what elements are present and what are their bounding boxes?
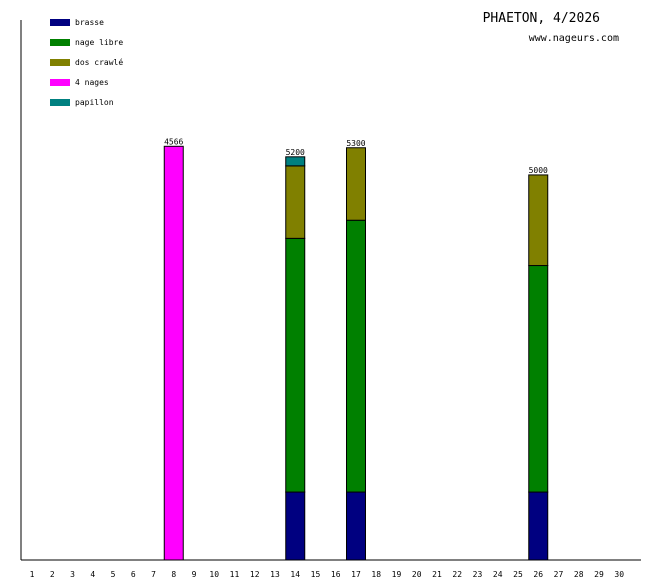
- bar-26-brasse: [528, 491, 549, 561]
- data-label-26: 5000: [529, 166, 548, 175]
- chart-title: PHAETON, 4/2026: [483, 11, 600, 26]
- x-tick-label-3: 3: [70, 570, 75, 579]
- legend-swatch-3: [50, 79, 70, 86]
- x-tick-label-23: 23: [473, 570, 483, 579]
- x-tick-label-6: 6: [131, 570, 136, 579]
- x-tick-label-7: 7: [151, 570, 156, 579]
- x-tick-label-25: 25: [513, 570, 523, 579]
- bars: [163, 145, 549, 561]
- bar-8-4-nages: [163, 145, 184, 561]
- x-tick-label-18: 18: [371, 570, 381, 579]
- legend-label-3: 4 nages: [75, 78, 109, 87]
- bar-26-dos-crawlé: [528, 174, 549, 267]
- x-tick-label-30: 30: [614, 570, 624, 579]
- x-tick-label-8: 8: [171, 570, 176, 579]
- bar-14-papillon: [285, 156, 306, 167]
- legend-swatch-0: [50, 19, 70, 26]
- x-tick-label-14: 14: [290, 570, 300, 579]
- bar-17-nage-libre: [346, 219, 366, 493]
- x-tick-label-17: 17: [351, 570, 361, 579]
- legend: brasse nage libre dos crawlé 4 nages papillo…: [50, 18, 123, 107]
- bar-14-brasse: [285, 491, 306, 561]
- legend-label-0: brasse: [75, 18, 104, 27]
- data-label-17: 5300: [346, 139, 365, 148]
- bar-17-dos-crawlé: [346, 147, 366, 221]
- x-tick-label-10: 10: [209, 570, 219, 579]
- x-tick-label-12: 12: [250, 570, 260, 579]
- x-tick-label-19: 19: [392, 570, 402, 579]
- x-tick-label-21: 21: [432, 570, 442, 579]
- bar-14-dos-crawlé: [285, 165, 306, 239]
- x-tick-label-24: 24: [493, 570, 503, 579]
- legend-swatch-1: [50, 39, 70, 46]
- bar-26-nage-libre: [528, 265, 549, 493]
- chart-subtitle: www.nageurs.com: [529, 33, 619, 44]
- x-tick-label-5: 5: [111, 570, 116, 579]
- bar-17-brasse: [346, 491, 366, 561]
- x-tick-label-26: 26: [533, 570, 543, 579]
- data-labels: 4566 5200 5300 5000: [164, 137, 548, 175]
- data-label-14: 5200: [286, 148, 305, 157]
- x-tick-label-4: 4: [90, 570, 95, 579]
- x-tick-label-15: 15: [311, 570, 321, 579]
- x-tick-label-13: 13: [270, 570, 280, 579]
- bar-14-nage-libre: [285, 237, 306, 493]
- legend-label-2: dos crawlé: [75, 57, 123, 67]
- x-tick-label-29: 29: [594, 570, 604, 579]
- legend-swatch-4: [50, 99, 70, 106]
- x-tick-label-16: 16: [331, 570, 341, 579]
- x-tick-label-20: 20: [412, 570, 422, 579]
- legend-label-1: nage libre: [75, 38, 123, 47]
- x-tick-label-2: 2: [50, 570, 55, 579]
- data-label-8: 4566: [164, 137, 183, 146]
- x-tick-label-1: 1: [30, 570, 35, 579]
- x-tick-label-22: 22: [452, 570, 462, 579]
- x-tick-label-11: 11: [230, 570, 240, 579]
- legend-label-4: papillon: [75, 98, 114, 107]
- x-tick-label-28: 28: [574, 570, 584, 579]
- axes: [20, 20, 641, 561]
- x-tick-label-9: 9: [192, 570, 197, 579]
- legend-swatch-2: [50, 59, 70, 66]
- x-tick-labels: 1 2 3 4 5 6 7 8 9 10 11 12 13 14 15 16 17 18 19 20 21 22 23 24 2…: [30, 570, 625, 579]
- x-tick-label-27: 27: [554, 570, 564, 579]
